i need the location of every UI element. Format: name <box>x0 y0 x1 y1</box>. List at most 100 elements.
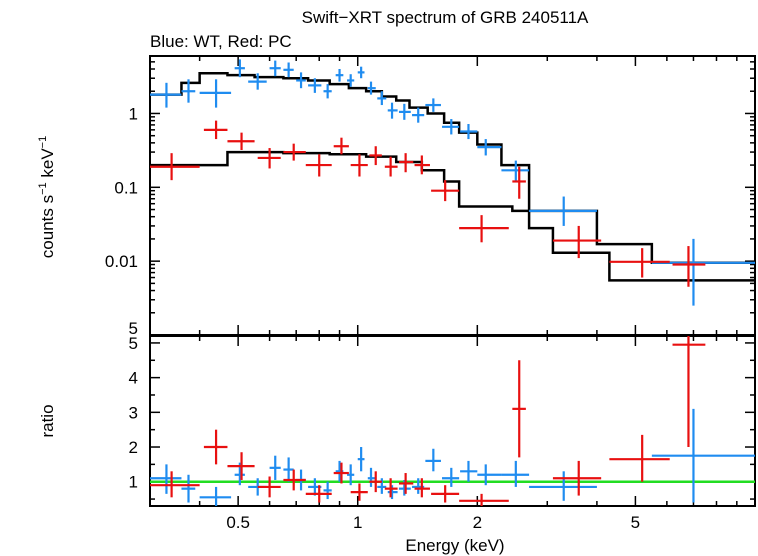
data-point <box>283 62 294 78</box>
series-pc <box>150 120 706 287</box>
y-tick-label: 4 <box>129 369 138 388</box>
data-point <box>283 143 306 161</box>
data-point <box>425 98 441 112</box>
data-point <box>257 148 281 169</box>
data-point <box>150 471 200 498</box>
data-point <box>150 464 182 494</box>
data-point <box>369 471 382 493</box>
model-step-line <box>150 72 755 265</box>
data-point <box>512 166 526 199</box>
y-tick-label: 1 <box>129 473 138 492</box>
series-wt <box>150 59 755 306</box>
y-tick-label: 5 <box>129 319 138 338</box>
data-point <box>333 137 349 155</box>
data-point <box>442 467 460 487</box>
data-point <box>203 429 228 465</box>
data-point <box>672 246 706 287</box>
data-point <box>501 160 530 182</box>
data-point <box>529 196 597 226</box>
ratio-panel: 0.5 1 2 5 1 2 3 4 5 <box>129 334 756 532</box>
data-point <box>460 123 478 140</box>
y-tick-label: 5 <box>129 334 138 353</box>
top-y-axis-label-exp1: −1 <box>37 182 49 195</box>
data-point <box>398 473 414 494</box>
data-point <box>347 74 355 87</box>
y-tick-label: 2 <box>129 438 138 457</box>
plot-frame <box>149 335 756 507</box>
data-point <box>651 408 755 503</box>
data-point <box>283 457 294 482</box>
data-point <box>305 154 332 177</box>
data-point <box>384 156 398 177</box>
data-point <box>442 119 460 135</box>
data-point <box>651 238 755 306</box>
data-point <box>283 469 306 491</box>
data-point <box>387 485 398 500</box>
data-point <box>412 107 425 123</box>
data-point <box>350 154 368 177</box>
data-point <box>333 462 349 484</box>
data-point <box>609 434 670 482</box>
data-point <box>269 455 281 480</box>
data-point <box>477 464 502 486</box>
data-point <box>512 360 526 458</box>
data-point <box>248 73 267 90</box>
data-point <box>460 460 478 482</box>
data-point <box>367 81 376 95</box>
data-point <box>501 460 530 487</box>
series-pc <box>150 336 706 506</box>
data-point <box>431 180 460 202</box>
data-point <box>384 478 398 498</box>
data-point <box>234 59 245 78</box>
data-point <box>398 103 411 120</box>
data-point <box>414 478 430 498</box>
chart-title: Swift−XRT spectrum of GRB 240511A <box>302 8 589 27</box>
data-point <box>414 155 430 175</box>
x-tick-label: 2 <box>473 513 482 532</box>
data-point <box>459 493 509 506</box>
data-point <box>350 483 368 501</box>
data-point <box>459 215 509 243</box>
data-point <box>323 84 332 99</box>
top-y-axis-label-exp2: −1 <box>37 136 49 149</box>
x-tick-label: 1 <box>353 513 362 532</box>
data-point <box>305 485 332 503</box>
data-point <box>552 225 602 259</box>
x-tick-label: 0.5 <box>226 513 250 532</box>
chart-subtitle: Blue: WT, Red: PC <box>150 32 292 51</box>
data-point <box>609 248 670 278</box>
data-point <box>387 102 398 119</box>
data-point <box>181 79 196 103</box>
data-point <box>369 146 382 166</box>
data-point <box>398 153 414 173</box>
data-point <box>425 448 441 472</box>
data-point <box>269 60 281 77</box>
y-tick-label: 1 <box>129 104 138 123</box>
plot-frame <box>149 55 756 336</box>
data-point <box>227 452 255 480</box>
x-tick-label: 5 <box>631 513 640 532</box>
top-y-axis-label-mid: keV <box>38 148 57 183</box>
spectrum-panel: 1 0.1 0.01 5 <box>105 55 756 338</box>
y-tick-label: 3 <box>129 403 138 422</box>
data-point <box>672 336 706 448</box>
data-point <box>203 120 228 140</box>
data-point <box>431 485 460 503</box>
data-point <box>335 69 344 82</box>
data-point <box>296 72 306 89</box>
top-y-axis-label-base: counts s <box>38 195 57 258</box>
data-point <box>227 132 255 151</box>
data-point <box>357 66 365 79</box>
data-point <box>150 153 200 181</box>
bottom-y-axis-label: ratio <box>38 404 57 437</box>
data-point <box>199 486 232 506</box>
top-y-axis-label: counts s−1 keV−1 <box>37 136 57 258</box>
data-point <box>308 78 322 93</box>
data-point <box>529 471 597 501</box>
x-axis-label: Energy (keV) <box>405 536 504 555</box>
y-tick-label: 0.1 <box>114 178 138 197</box>
data-point <box>150 82 182 108</box>
data-point <box>181 474 196 503</box>
data-point <box>199 79 232 108</box>
